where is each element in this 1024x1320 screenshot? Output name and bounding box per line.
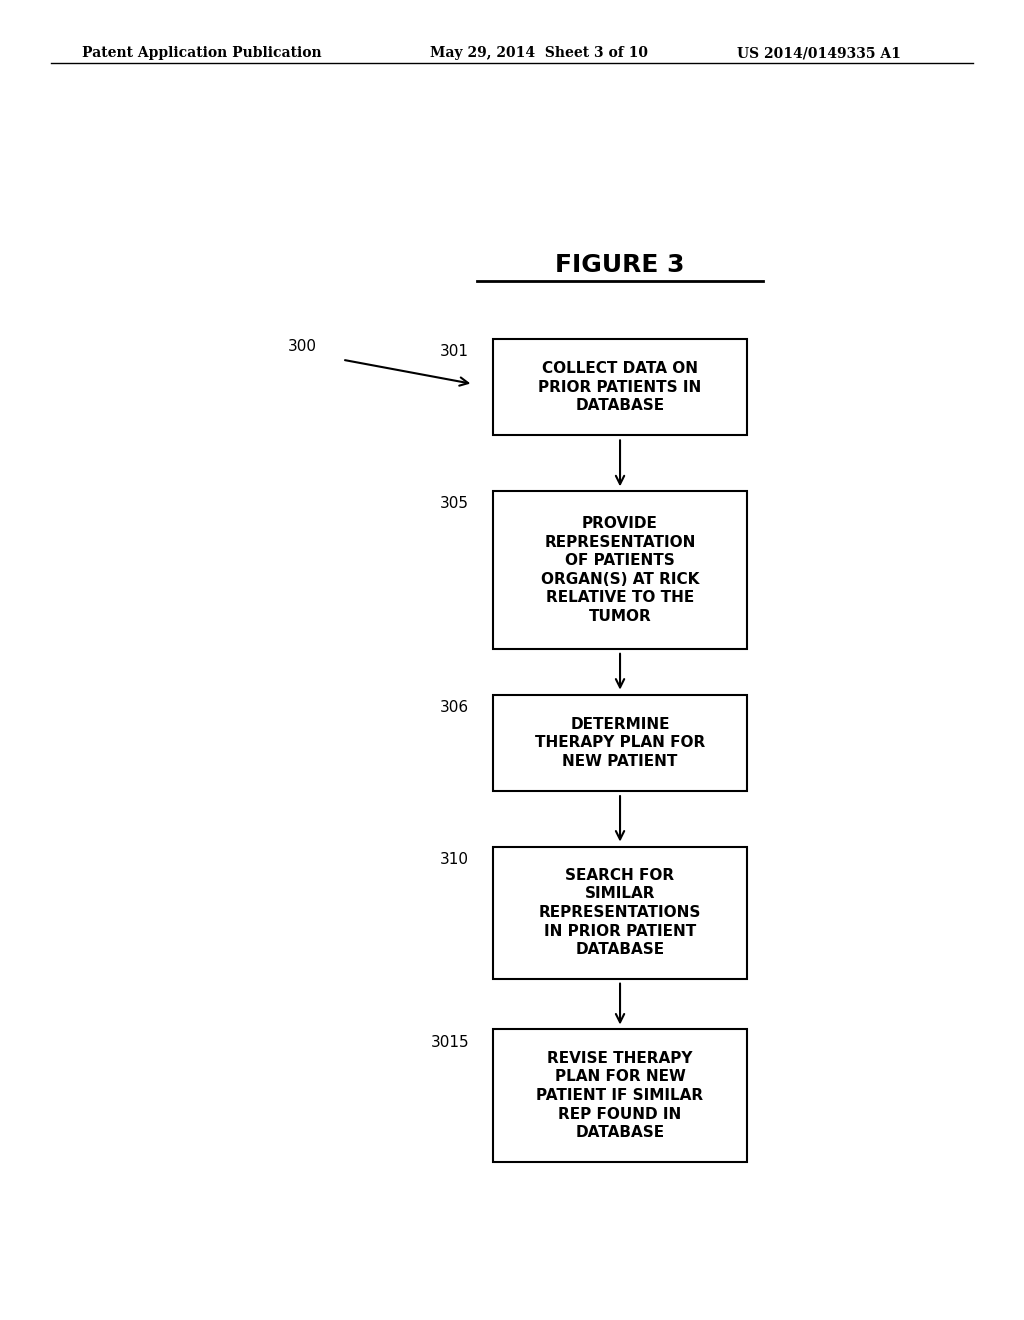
Text: REVISE THERAPY
PLAN FOR NEW
PATIENT IF SIMILAR
REP FOUND IN
DATABASE: REVISE THERAPY PLAN FOR NEW PATIENT IF S…: [537, 1051, 703, 1140]
Text: FIGURE 3: FIGURE 3: [555, 253, 685, 277]
Text: Patent Application Publication: Patent Application Publication: [82, 46, 322, 61]
Text: SEARCH FOR
SIMILAR
REPRESENTATIONS
IN PRIOR PATIENT
DATABASE: SEARCH FOR SIMILAR REPRESENTATIONS IN PR…: [539, 867, 701, 957]
Text: DETERMINE
THERAPY PLAN FOR
NEW PATIENT: DETERMINE THERAPY PLAN FOR NEW PATIENT: [535, 717, 706, 770]
Text: May 29, 2014  Sheet 3 of 10: May 29, 2014 Sheet 3 of 10: [430, 46, 648, 61]
Text: COLLECT DATA ON
PRIOR PATIENTS IN
DATABASE: COLLECT DATA ON PRIOR PATIENTS IN DATABA…: [539, 360, 701, 413]
FancyBboxPatch shape: [494, 491, 748, 649]
FancyBboxPatch shape: [494, 339, 748, 436]
Text: 3015: 3015: [431, 1035, 469, 1049]
Text: US 2014/0149335 A1: US 2014/0149335 A1: [737, 46, 901, 61]
Text: PROVIDE
REPRESENTATION
OF PATIENTS
ORGAN(S) AT RICK
RELATIVE TO THE
TUMOR: PROVIDE REPRESENTATION OF PATIENTS ORGAN…: [541, 516, 699, 624]
Text: 300: 300: [288, 339, 317, 354]
Text: 301: 301: [440, 345, 469, 359]
Text: 310: 310: [440, 851, 469, 867]
Text: 305: 305: [440, 496, 469, 511]
FancyBboxPatch shape: [494, 846, 748, 978]
FancyBboxPatch shape: [494, 1030, 748, 1162]
FancyBboxPatch shape: [494, 694, 748, 791]
Text: 306: 306: [440, 700, 469, 714]
